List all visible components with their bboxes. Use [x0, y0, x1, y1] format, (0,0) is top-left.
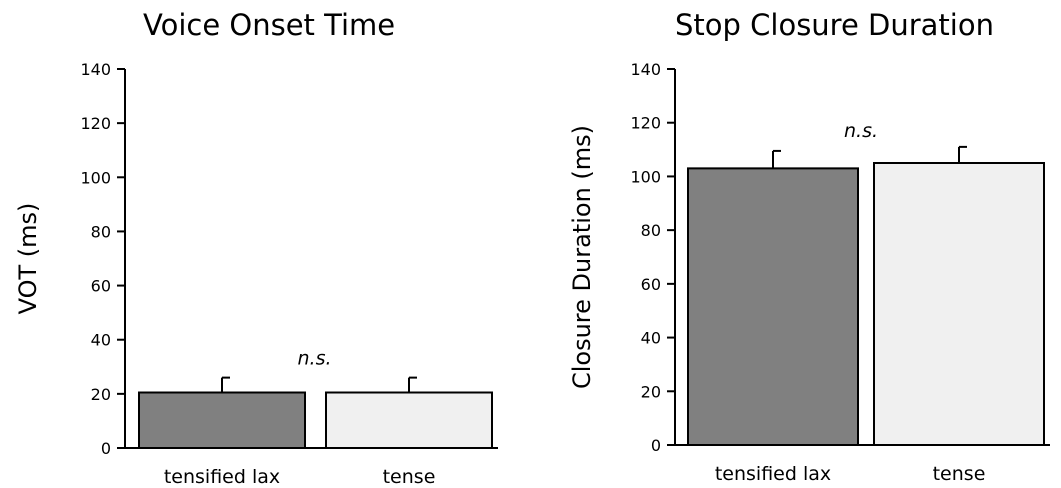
y-tick-label: 40 [91, 331, 111, 350]
y-tick-label: 0 [651, 436, 661, 455]
y-tick-label: 80 [91, 222, 111, 241]
y-tick-label: 80 [641, 221, 661, 240]
category-label: tense [933, 463, 986, 485]
ns-annotation: n.s. [297, 348, 331, 370]
y-axis-label: Closure Duration (ms) [568, 125, 596, 389]
y-tick-label: 60 [641, 275, 661, 294]
bar-tense [873, 162, 1045, 446]
y-tick-label: 60 [91, 277, 111, 296]
category-label: tense [383, 466, 436, 488]
closure-chart-plot: 0 20 40 60 80 100 120 140 tensified lax tense n.s.… [568, 60, 1050, 485]
bar-tensified-lax [138, 391, 306, 449]
chart-title: Stop Closure Duration [675, 8, 994, 42]
y-tick-label: 0 [101, 439, 111, 458]
category-label: tensified lax [164, 466, 280, 488]
bar-tense [325, 391, 493, 449]
y-axis-label: VOT (ms) [14, 203, 42, 315]
vot-chart-plot: 0 20 40 60 80 100 120 140 tensified lax tense n.s.… [14, 60, 498, 488]
y-tick-label: 120 [630, 114, 661, 133]
y-tick-label: 140 [80, 60, 111, 79]
y-tick-label: 140 [630, 60, 661, 79]
closure-chart-panel: Stop Closure Duration 0 20 40 60 80 100 120 140… [550, 0, 1061, 488]
y-tick-label: 120 [80, 114, 111, 133]
y-tick-label: 20 [91, 385, 111, 404]
ns-annotation: n.s. [844, 120, 878, 142]
chart-title: Voice Onset Time [143, 8, 396, 42]
y-tick-label: 100 [630, 167, 661, 186]
category-label: tensified lax [715, 463, 831, 485]
y-tick-label: 40 [641, 329, 661, 348]
y-tick-label: 100 [80, 168, 111, 187]
vot-chart-panel: Voice Onset Time 0 20 40 60 80 100 120 140 tensi… [0, 0, 530, 488]
bar-tensified-lax [687, 167, 859, 446]
y-tick-label: 20 [641, 382, 661, 401]
